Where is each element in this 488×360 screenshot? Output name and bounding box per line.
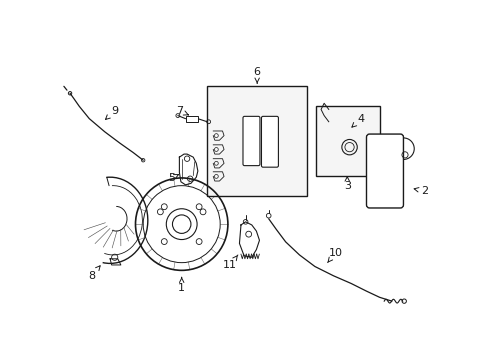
Bar <box>185 116 198 122</box>
Text: 6: 6 <box>253 67 260 83</box>
Bar <box>316 106 379 176</box>
FancyBboxPatch shape <box>243 116 260 166</box>
Text: 1: 1 <box>178 278 185 293</box>
Text: 10: 10 <box>327 248 342 262</box>
Text: 5: 5 <box>168 173 178 183</box>
Text: 8: 8 <box>88 266 100 281</box>
Bar <box>207 86 306 195</box>
Text: 3: 3 <box>343 177 350 191</box>
Text: 7: 7 <box>176 106 188 116</box>
FancyBboxPatch shape <box>366 134 403 208</box>
Text: 11: 11 <box>223 255 237 270</box>
Text: 4: 4 <box>351 114 364 127</box>
FancyBboxPatch shape <box>261 116 278 167</box>
Text: 2: 2 <box>413 186 427 196</box>
Text: 9: 9 <box>105 106 118 120</box>
